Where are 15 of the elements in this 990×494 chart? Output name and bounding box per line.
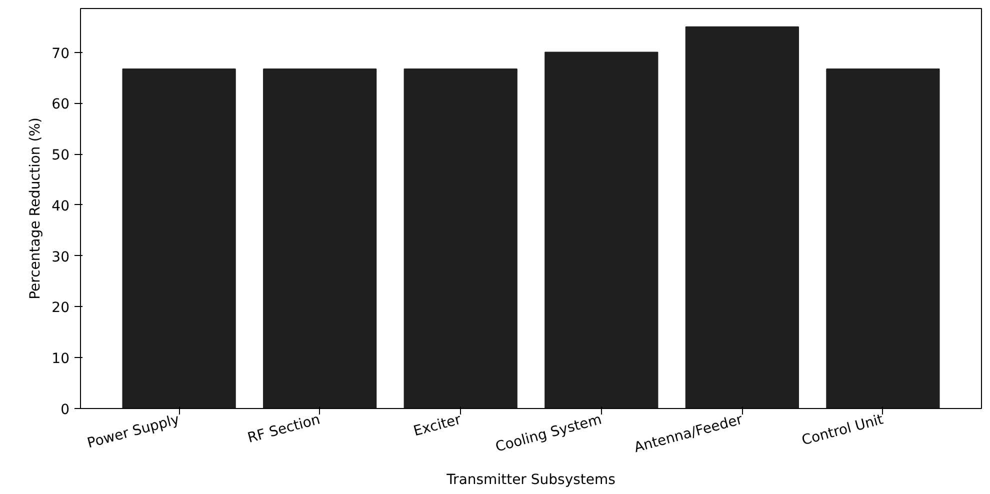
x-tick-label: Power Supply [86,412,182,452]
y-axis-title: Percentage Reduction (%) [28,118,44,300]
x-tick-label: Cooling System [494,412,604,456]
y-tick-label: 50 [52,148,70,164]
y-tick-label: 30 [52,249,70,266]
y-tick-label: 60 [52,96,70,113]
y-tick-label: 10 [52,351,70,368]
y-tick-label: 0 [60,402,70,418]
x-axis-title: Transmitter Subsystems [446,472,616,488]
y-tick-label: 70 [52,46,70,62]
y-tick-label: 20 [52,300,70,316]
y-tick-label: 40 [52,198,70,214]
x-tick-label: Exciter [412,412,463,440]
x-tick-label: Control Unit [800,412,886,449]
x-tick-label: RF Section [246,412,322,446]
